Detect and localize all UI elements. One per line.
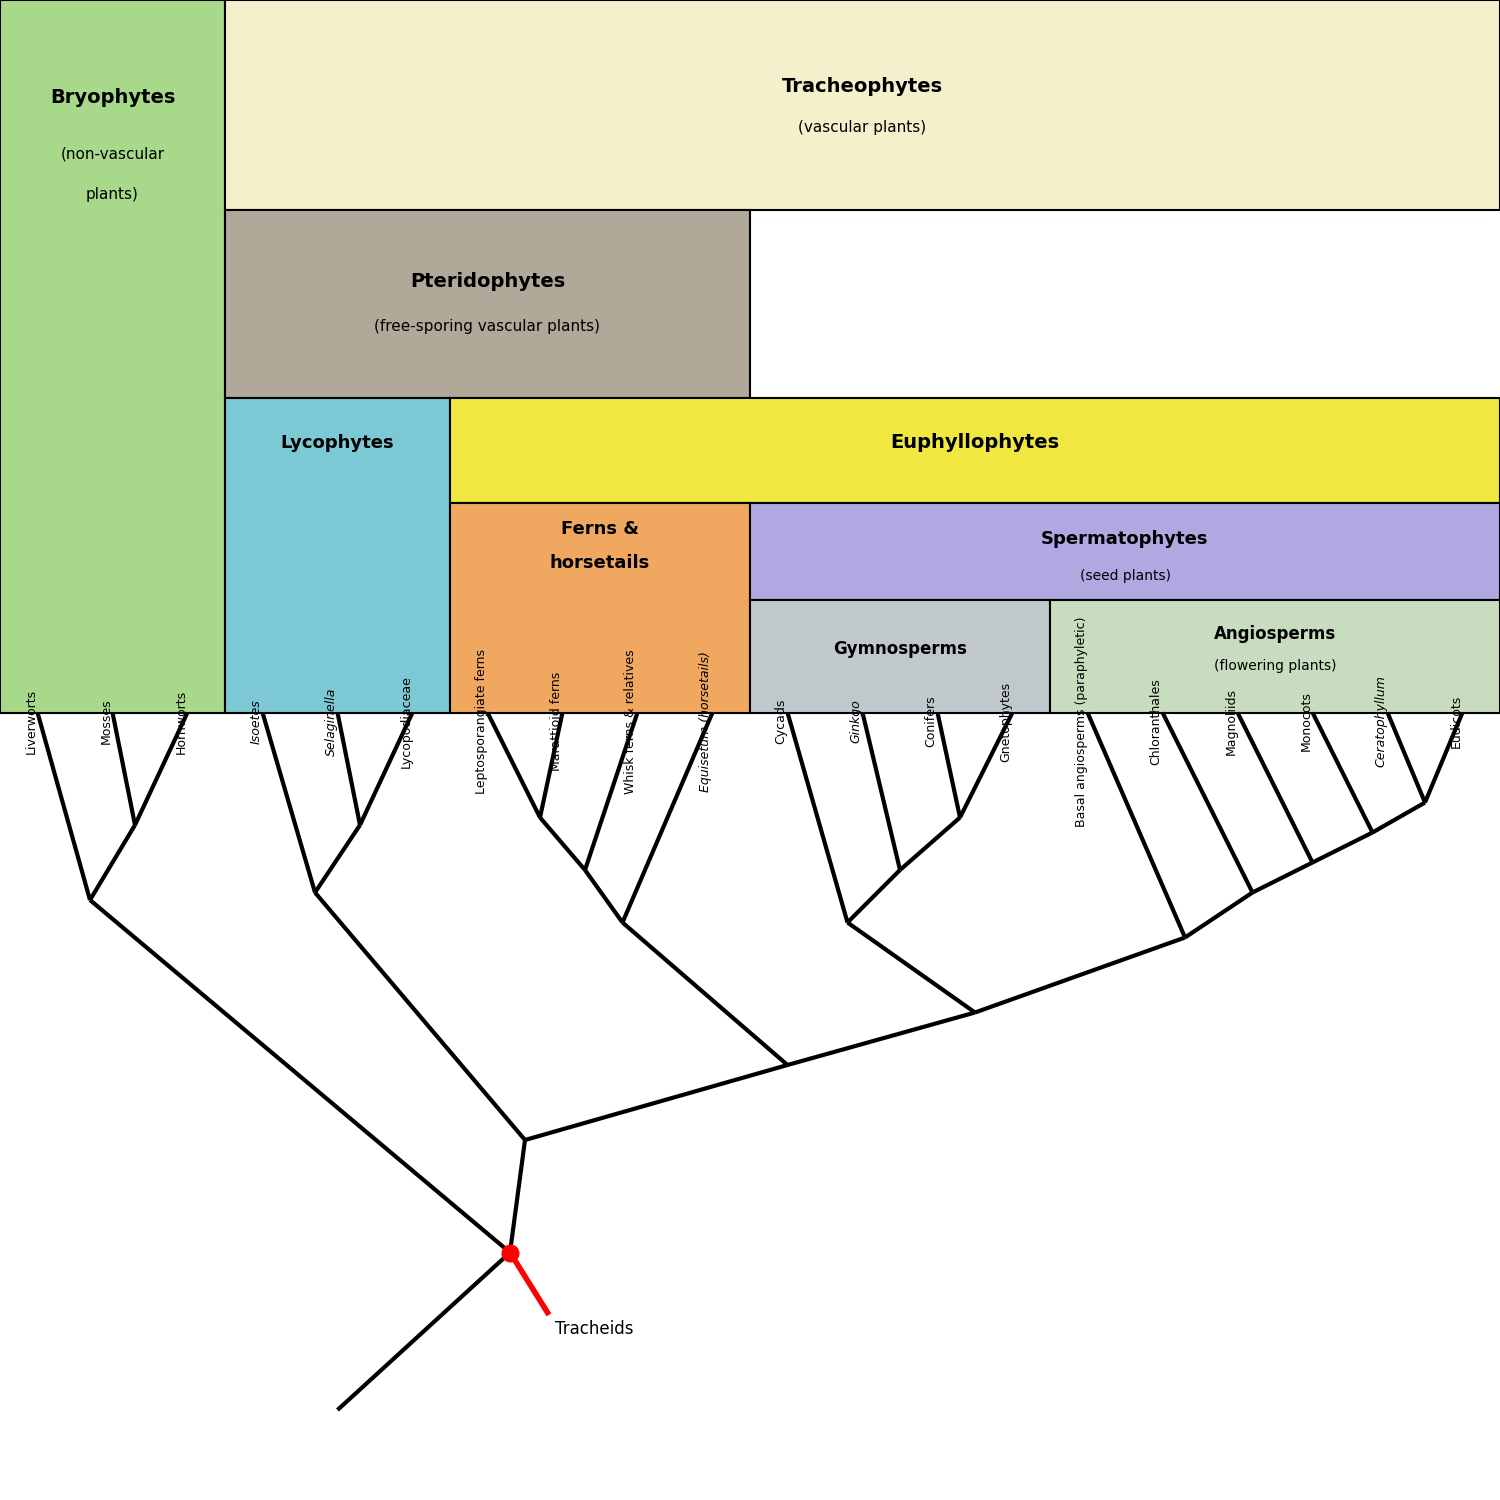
Text: Tracheids: Tracheids — [555, 1320, 633, 1338]
Text: Gnetophytes: Gnetophytes — [999, 681, 1012, 762]
Text: Lycophytes: Lycophytes — [280, 433, 394, 451]
Text: (vascular plants): (vascular plants) — [798, 120, 927, 135]
Text: Magnoliids: Magnoliids — [1224, 688, 1238, 754]
Text: (seed plants): (seed plants) — [1080, 568, 1170, 584]
FancyBboxPatch shape — [450, 503, 750, 712]
Text: Pteridophytes: Pteridophytes — [410, 272, 566, 291]
Text: Chloranthales: Chloranthales — [1149, 678, 1162, 765]
Text: Marattioid ferns: Marattioid ferns — [549, 672, 562, 771]
Text: Eudicots: Eudicots — [1449, 694, 1462, 748]
FancyBboxPatch shape — [750, 600, 1050, 712]
Text: Euphyllophytes: Euphyllophytes — [891, 433, 1059, 451]
Text: Hornworts: Hornworts — [174, 690, 188, 753]
Text: Liverworts: Liverworts — [24, 688, 38, 754]
Text: horsetails: horsetails — [550, 554, 650, 572]
Text: Lycopodiaceae: Lycopodiaceae — [399, 675, 412, 768]
Text: Leptosporangiate ferns: Leptosporangiate ferns — [474, 650, 488, 794]
Text: plants): plants) — [86, 188, 140, 202]
Text: (flowering plants): (flowering plants) — [1214, 658, 1336, 674]
Text: Whisk ferns & relatives: Whisk ferns & relatives — [624, 650, 638, 794]
Text: Bryophytes: Bryophytes — [50, 88, 176, 106]
FancyBboxPatch shape — [225, 398, 450, 712]
FancyBboxPatch shape — [750, 503, 1500, 600]
Text: Monocots: Monocots — [1299, 692, 1312, 752]
Text: Spermatophytes: Spermatophytes — [1041, 530, 1209, 548]
Text: Ginkgo: Ginkgo — [849, 699, 862, 744]
Text: (non-vascular: (non-vascular — [60, 147, 165, 162]
Text: Selaginella: Selaginella — [324, 687, 338, 756]
Text: Cycads: Cycads — [774, 699, 788, 744]
Text: Ceratophyllum: Ceratophyllum — [1374, 675, 1388, 768]
Text: (free-sporing vascular plants): (free-sporing vascular plants) — [375, 320, 600, 334]
Text: Equisetum (horsetails): Equisetum (horsetails) — [699, 651, 712, 792]
FancyBboxPatch shape — [225, 210, 750, 398]
FancyBboxPatch shape — [450, 398, 1500, 502]
Text: Mosses: Mosses — [99, 699, 112, 744]
Text: Ferns &: Ferns & — [561, 520, 639, 538]
Text: Angiosperms: Angiosperms — [1214, 624, 1336, 642]
FancyBboxPatch shape — [0, 0, 225, 712]
Text: Isoetes: Isoetes — [249, 699, 262, 744]
Text: Gymnosperms: Gymnosperms — [833, 639, 968, 657]
Text: Basal angiosperms (paraphyletic): Basal angiosperms (paraphyletic) — [1074, 616, 1088, 827]
FancyBboxPatch shape — [225, 0, 1500, 210]
Text: Tracheophytes: Tracheophytes — [782, 76, 944, 96]
FancyBboxPatch shape — [1050, 600, 1500, 712]
Text: Conifers: Conifers — [924, 696, 938, 747]
